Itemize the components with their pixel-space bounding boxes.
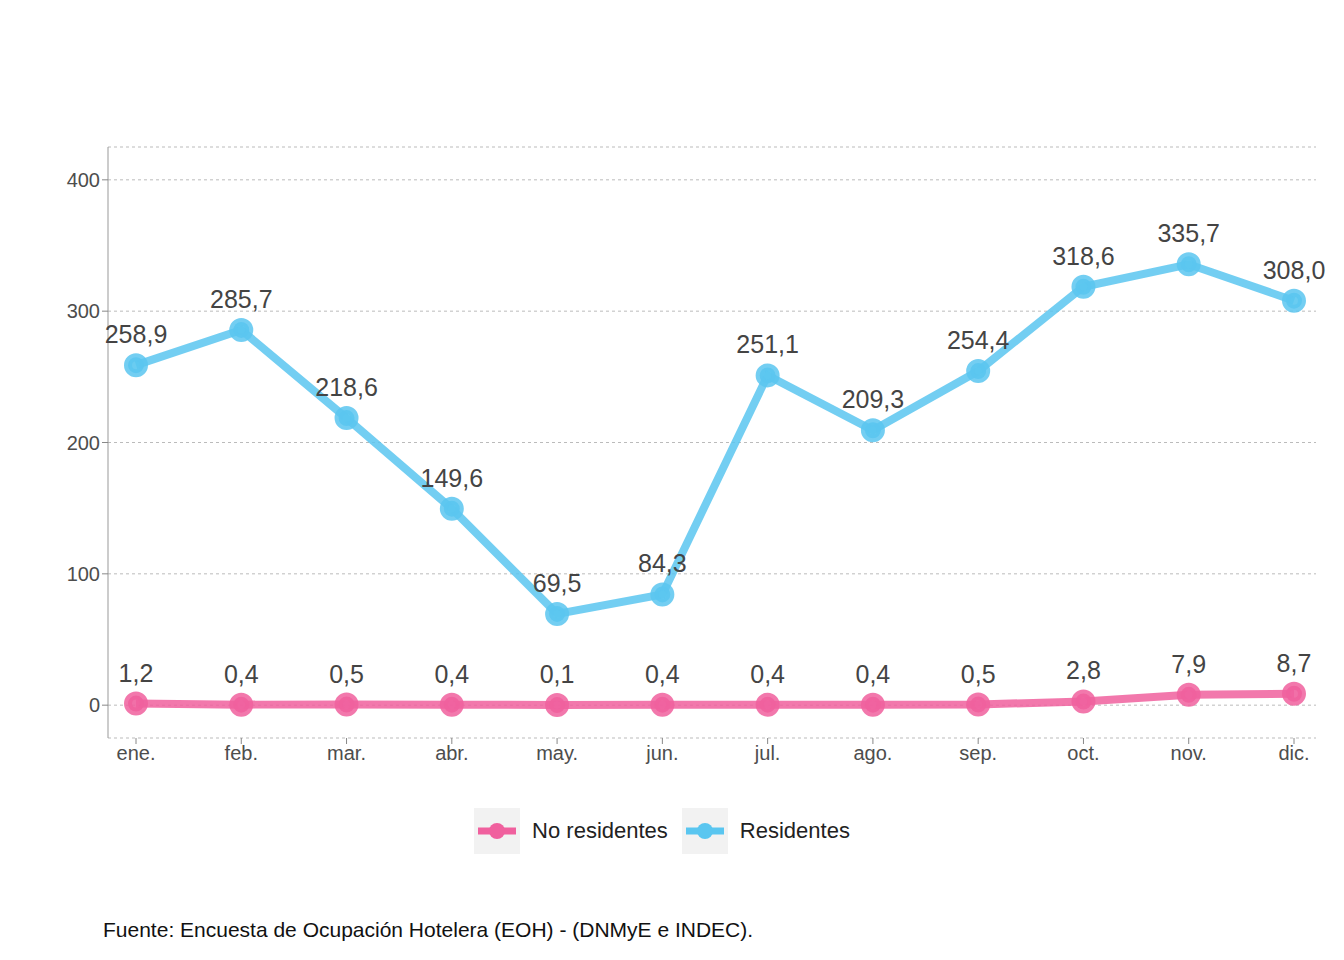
svg-text:149,6: 149,6 bbox=[421, 464, 484, 492]
svg-text:nov.: nov. bbox=[1171, 742, 1207, 764]
svg-text:400: 400 bbox=[67, 169, 100, 191]
svg-text:318,6: 318,6 bbox=[1052, 242, 1115, 270]
svg-text:jul.: jul. bbox=[754, 742, 781, 764]
svg-text:dic.: dic. bbox=[1278, 742, 1309, 764]
svg-text:sep.: sep. bbox=[959, 742, 997, 764]
svg-text:258,9: 258,9 bbox=[105, 320, 168, 348]
svg-text:oct.: oct. bbox=[1067, 742, 1099, 764]
svg-text:mar.: mar. bbox=[327, 742, 366, 764]
svg-text:285,7: 285,7 bbox=[210, 285, 273, 313]
svg-text:218,6: 218,6 bbox=[315, 373, 378, 401]
svg-text:0,4: 0,4 bbox=[750, 660, 785, 688]
svg-text:0,1: 0,1 bbox=[540, 660, 575, 688]
svg-text:0,5: 0,5 bbox=[961, 660, 996, 688]
svg-text:1,2: 1,2 bbox=[119, 659, 154, 687]
svg-text:254,4: 254,4 bbox=[947, 326, 1010, 354]
svg-text:300: 300 bbox=[67, 300, 100, 322]
svg-text:abr.: abr. bbox=[435, 742, 468, 764]
svg-text:ago.: ago. bbox=[853, 742, 892, 764]
svg-text:308,0: 308,0 bbox=[1263, 256, 1326, 284]
svg-text:200: 200 bbox=[67, 432, 100, 454]
html-text:Residentes: Residentes bbox=[739, 818, 850, 843]
svg-text:209,3: 209,3 bbox=[842, 385, 905, 413]
svg-text:feb.: feb. bbox=[225, 742, 258, 764]
svg-text:jun.: jun. bbox=[645, 742, 678, 764]
html-text:No residentes: No residentes bbox=[532, 818, 668, 843]
svg-text:69,5: 69,5 bbox=[533, 569, 582, 597]
svg-text:335,7: 335,7 bbox=[1157, 219, 1220, 247]
svg-text:ene.: ene. bbox=[117, 742, 156, 764]
svg-text:0,5: 0,5 bbox=[329, 660, 364, 688]
svg-text:8,7: 8,7 bbox=[1277, 649, 1312, 677]
svg-text:0,4: 0,4 bbox=[434, 660, 469, 688]
svg-text:0: 0 bbox=[89, 694, 100, 716]
svg-text:2,8: 2,8 bbox=[1066, 656, 1101, 684]
html-text:Fuente: Encuesta de Ocupación: Fuente: Encuesta de Ocupación Hotelera (… bbox=[103, 918, 754, 941]
svg-text:0,4: 0,4 bbox=[224, 660, 259, 688]
svg-text:may.: may. bbox=[536, 742, 578, 764]
svg-text:251,1: 251,1 bbox=[736, 330, 799, 358]
svg-text:84,3: 84,3 bbox=[638, 549, 687, 577]
svg-text:7,9: 7,9 bbox=[1171, 650, 1206, 678]
svg-text:0,4: 0,4 bbox=[856, 660, 891, 688]
svg-text:0,4: 0,4 bbox=[645, 660, 680, 688]
svg-text:100: 100 bbox=[67, 563, 100, 585]
